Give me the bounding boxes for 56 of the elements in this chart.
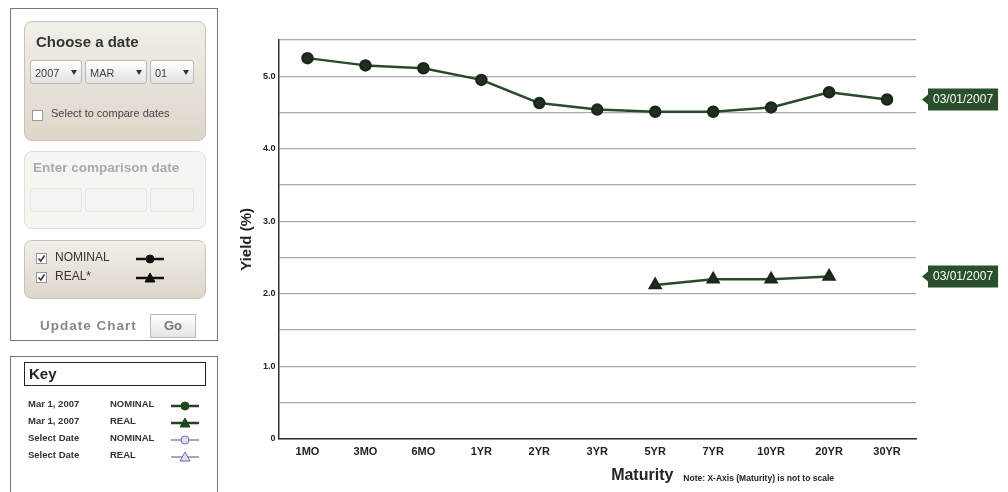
x-tick-label: 1YR [470,445,493,458]
button: Go [150,314,196,338]
text: NOMINAL [110,398,155,409]
dropdown: 2007 [30,60,82,84]
x-tick-label: 3MO [353,445,378,458]
text: Select Date [28,449,80,460]
x-axis-title: Maturity [611,466,674,483]
point [475,73,488,87]
x-tick-label: 2YR [528,445,551,458]
y-tick-label: 3.0 [263,215,276,226]
point [764,101,778,114]
x-tick-label: 10YR [757,445,785,458]
x-tick-label: 6MO [411,445,436,458]
point [706,272,720,284]
y-tick-label: 1.0 [263,360,276,371]
point [764,272,778,284]
point [648,105,662,119]
point [533,96,546,110]
x-tick-label: 20YR [815,445,843,458]
dropdown: 01 [150,60,194,84]
text: Update Chart [40,318,137,333]
x-tick-label: 7YR [702,445,724,458]
text: Note: X-Axis (Maturity) is not to scale [683,473,835,483]
point [591,103,604,116]
text: 03/01/2007 [933,91,994,106]
y-tick-label: 4.0 [263,143,276,154]
text: Enter comparison date [33,160,180,175]
x-tick-label: 1MO [295,445,320,458]
y-axis-title: Yield (%) [237,208,255,271]
dropdown: MAR [85,60,147,84]
text: Select to compare dates [51,107,170,119]
text: Select Date [28,432,80,443]
text: REAL* [55,269,92,283]
x-tick-label: 30YR [873,445,901,458]
text: NOMINAL [55,250,110,264]
text: REAL [110,415,136,426]
point [822,85,836,99]
x-tick-label: 5YR [644,445,666,458]
point [417,62,430,75]
y-tick-label: 2.0 [263,288,276,299]
point [822,269,836,281]
y-tick-label: 0 [270,433,276,444]
text: NOMINAL [110,432,155,443]
text: Mar 1, 2007 [28,415,80,426]
text: 03/01/2007 [933,268,994,283]
y-tick-label: 5.0 [263,70,276,81]
point [301,51,314,65]
text: Key [24,362,206,386]
point [880,93,894,106]
point [706,105,720,119]
text: REAL [110,449,136,460]
x-tick-label: 3YR [586,445,609,458]
text: Mar 1, 2007 [28,398,80,409]
point [359,59,372,72]
text: Choose a date [36,33,139,50]
point [648,277,662,290]
